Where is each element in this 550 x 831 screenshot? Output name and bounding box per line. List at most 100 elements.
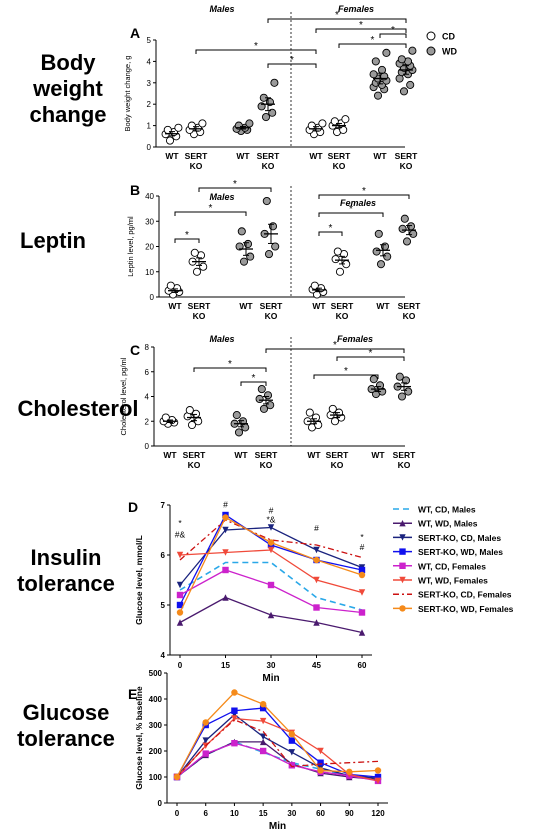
line-marker	[374, 777, 382, 785]
data-point	[255, 394, 264, 404]
data-point	[377, 65, 387, 75]
line-marker	[313, 576, 320, 584]
line-marker	[399, 548, 406, 555]
significance-star: *	[209, 203, 213, 214]
y-tick-label: 6	[161, 551, 166, 560]
legend-item-sert-ko-cd-females: SERT-KO, CD, Females	[393, 590, 512, 600]
legend-item-wt-cd-females: WT, CD, Females	[393, 561, 486, 571]
x-tick-label: WT	[376, 301, 390, 311]
line-marker	[374, 767, 382, 774]
data-point	[199, 262, 208, 271]
line-marker	[317, 767, 324, 774]
legend-label: WT, WD, Males	[418, 519, 478, 529]
group-header-females: Females	[337, 334, 373, 344]
x-tick-label: SERT	[257, 151, 280, 161]
data-point	[404, 387, 413, 396]
data-point	[237, 227, 246, 236]
y-axis-label: Cholesterol level, pg/ml	[119, 357, 128, 435]
line-marker	[313, 556, 320, 564]
data-point	[382, 48, 391, 57]
line-marker	[202, 737, 209, 744]
line-marker	[358, 571, 366, 579]
x-tick-label: 30	[267, 661, 276, 670]
data-point	[234, 428, 244, 437]
data-point	[333, 247, 342, 256]
legend-item-wt-wd-males: WT, WD, Males	[393, 519, 478, 529]
line-marker	[222, 526, 229, 534]
significance-star: *	[359, 20, 363, 31]
data-point	[373, 91, 383, 100]
line-marker	[267, 581, 275, 589]
data-point	[271, 242, 280, 251]
data-point	[263, 391, 273, 400]
x-tick-label: SERT	[260, 301, 283, 311]
line-marker	[259, 704, 267, 712]
x-tick-label: KO	[190, 161, 203, 171]
y-tick-label: 2	[145, 417, 150, 426]
y-tick-label: 1	[147, 122, 152, 131]
x-tick-label: 0	[175, 809, 180, 818]
legend-label: WT, WD, Females	[418, 576, 488, 586]
legend-label: SERT-KO, CD, Females	[418, 590, 512, 600]
legend-label: SERT-KO, WD, Males	[418, 547, 503, 557]
y-tick-label: 0	[150, 293, 155, 302]
significance-star: *	[335, 10, 339, 21]
x-tick-label: SERT	[326, 450, 349, 460]
series-wt-wd-females	[176, 546, 366, 596]
significance-star: *	[228, 359, 232, 370]
significance-star: *	[369, 348, 373, 359]
group-header-males: Males	[209, 192, 234, 202]
line-marker	[202, 719, 209, 726]
legend-label-cd: CD	[442, 32, 455, 42]
line-marker	[399, 605, 406, 612]
line-marker	[222, 549, 229, 556]
y-tick-label: 20	[145, 243, 154, 252]
row-label-glucose: Glucose tolerance	[17, 700, 115, 751]
legend-item-wt-cd-males: WT, CD, Males	[393, 505, 476, 515]
significance-bracket	[174, 211, 247, 216]
line-marker	[222, 514, 229, 521]
x-tick-label: 10	[230, 809, 239, 818]
x-tick-label: WT	[234, 450, 248, 460]
group-header-females: Females	[340, 198, 376, 208]
significance-bracket	[193, 367, 267, 372]
row-label-body-weight: Body weight change	[29, 50, 107, 127]
data-point	[239, 257, 249, 266]
x-axis-label: Min	[269, 821, 286, 831]
x-tick-label: 60	[316, 809, 325, 818]
line-marker	[267, 539, 275, 546]
x-tick-label: SERT	[393, 450, 416, 460]
y-axis-label: Leptin level, pg/ml	[126, 216, 135, 277]
significance-star: *	[362, 186, 366, 197]
line-marker	[313, 604, 320, 611]
group-header-males: Males	[209, 334, 234, 344]
panel-letter-D: D	[128, 499, 138, 515]
x-tick-label: 15	[221, 661, 230, 670]
y-tick-label: 40	[145, 192, 154, 201]
legend-label: WT, CD, Males	[418, 505, 476, 515]
data-point	[409, 229, 418, 238]
panel-letter-C: C	[130, 342, 140, 358]
legend-label: WT, CD, Females	[418, 561, 486, 571]
line-marker	[288, 749, 296, 756]
x-tick-label: KO	[336, 311, 349, 321]
data-point	[314, 420, 323, 430]
significance-bracket	[267, 18, 407, 23]
x-tick-label: WT	[309, 151, 323, 161]
legend-marker-cd	[426, 31, 436, 41]
line-marker	[176, 591, 184, 599]
line-marker	[259, 747, 267, 755]
significance-bracket	[318, 212, 384, 217]
y-tick-label: 30	[145, 217, 154, 226]
y-tick-label: 0	[145, 442, 150, 451]
data-point	[246, 252, 255, 261]
y-tick-label: 6	[145, 368, 150, 377]
series-line	[179, 516, 363, 613]
line-marker	[259, 733, 267, 740]
y-tick-label: 4	[161, 651, 166, 660]
series-wt-cd-females	[176, 566, 366, 616]
x-axis-label: Min	[262, 673, 279, 684]
series-sert-ko-wd-females	[173, 689, 382, 781]
line-marker	[222, 594, 229, 601]
y-tick-label: 3	[147, 79, 152, 88]
